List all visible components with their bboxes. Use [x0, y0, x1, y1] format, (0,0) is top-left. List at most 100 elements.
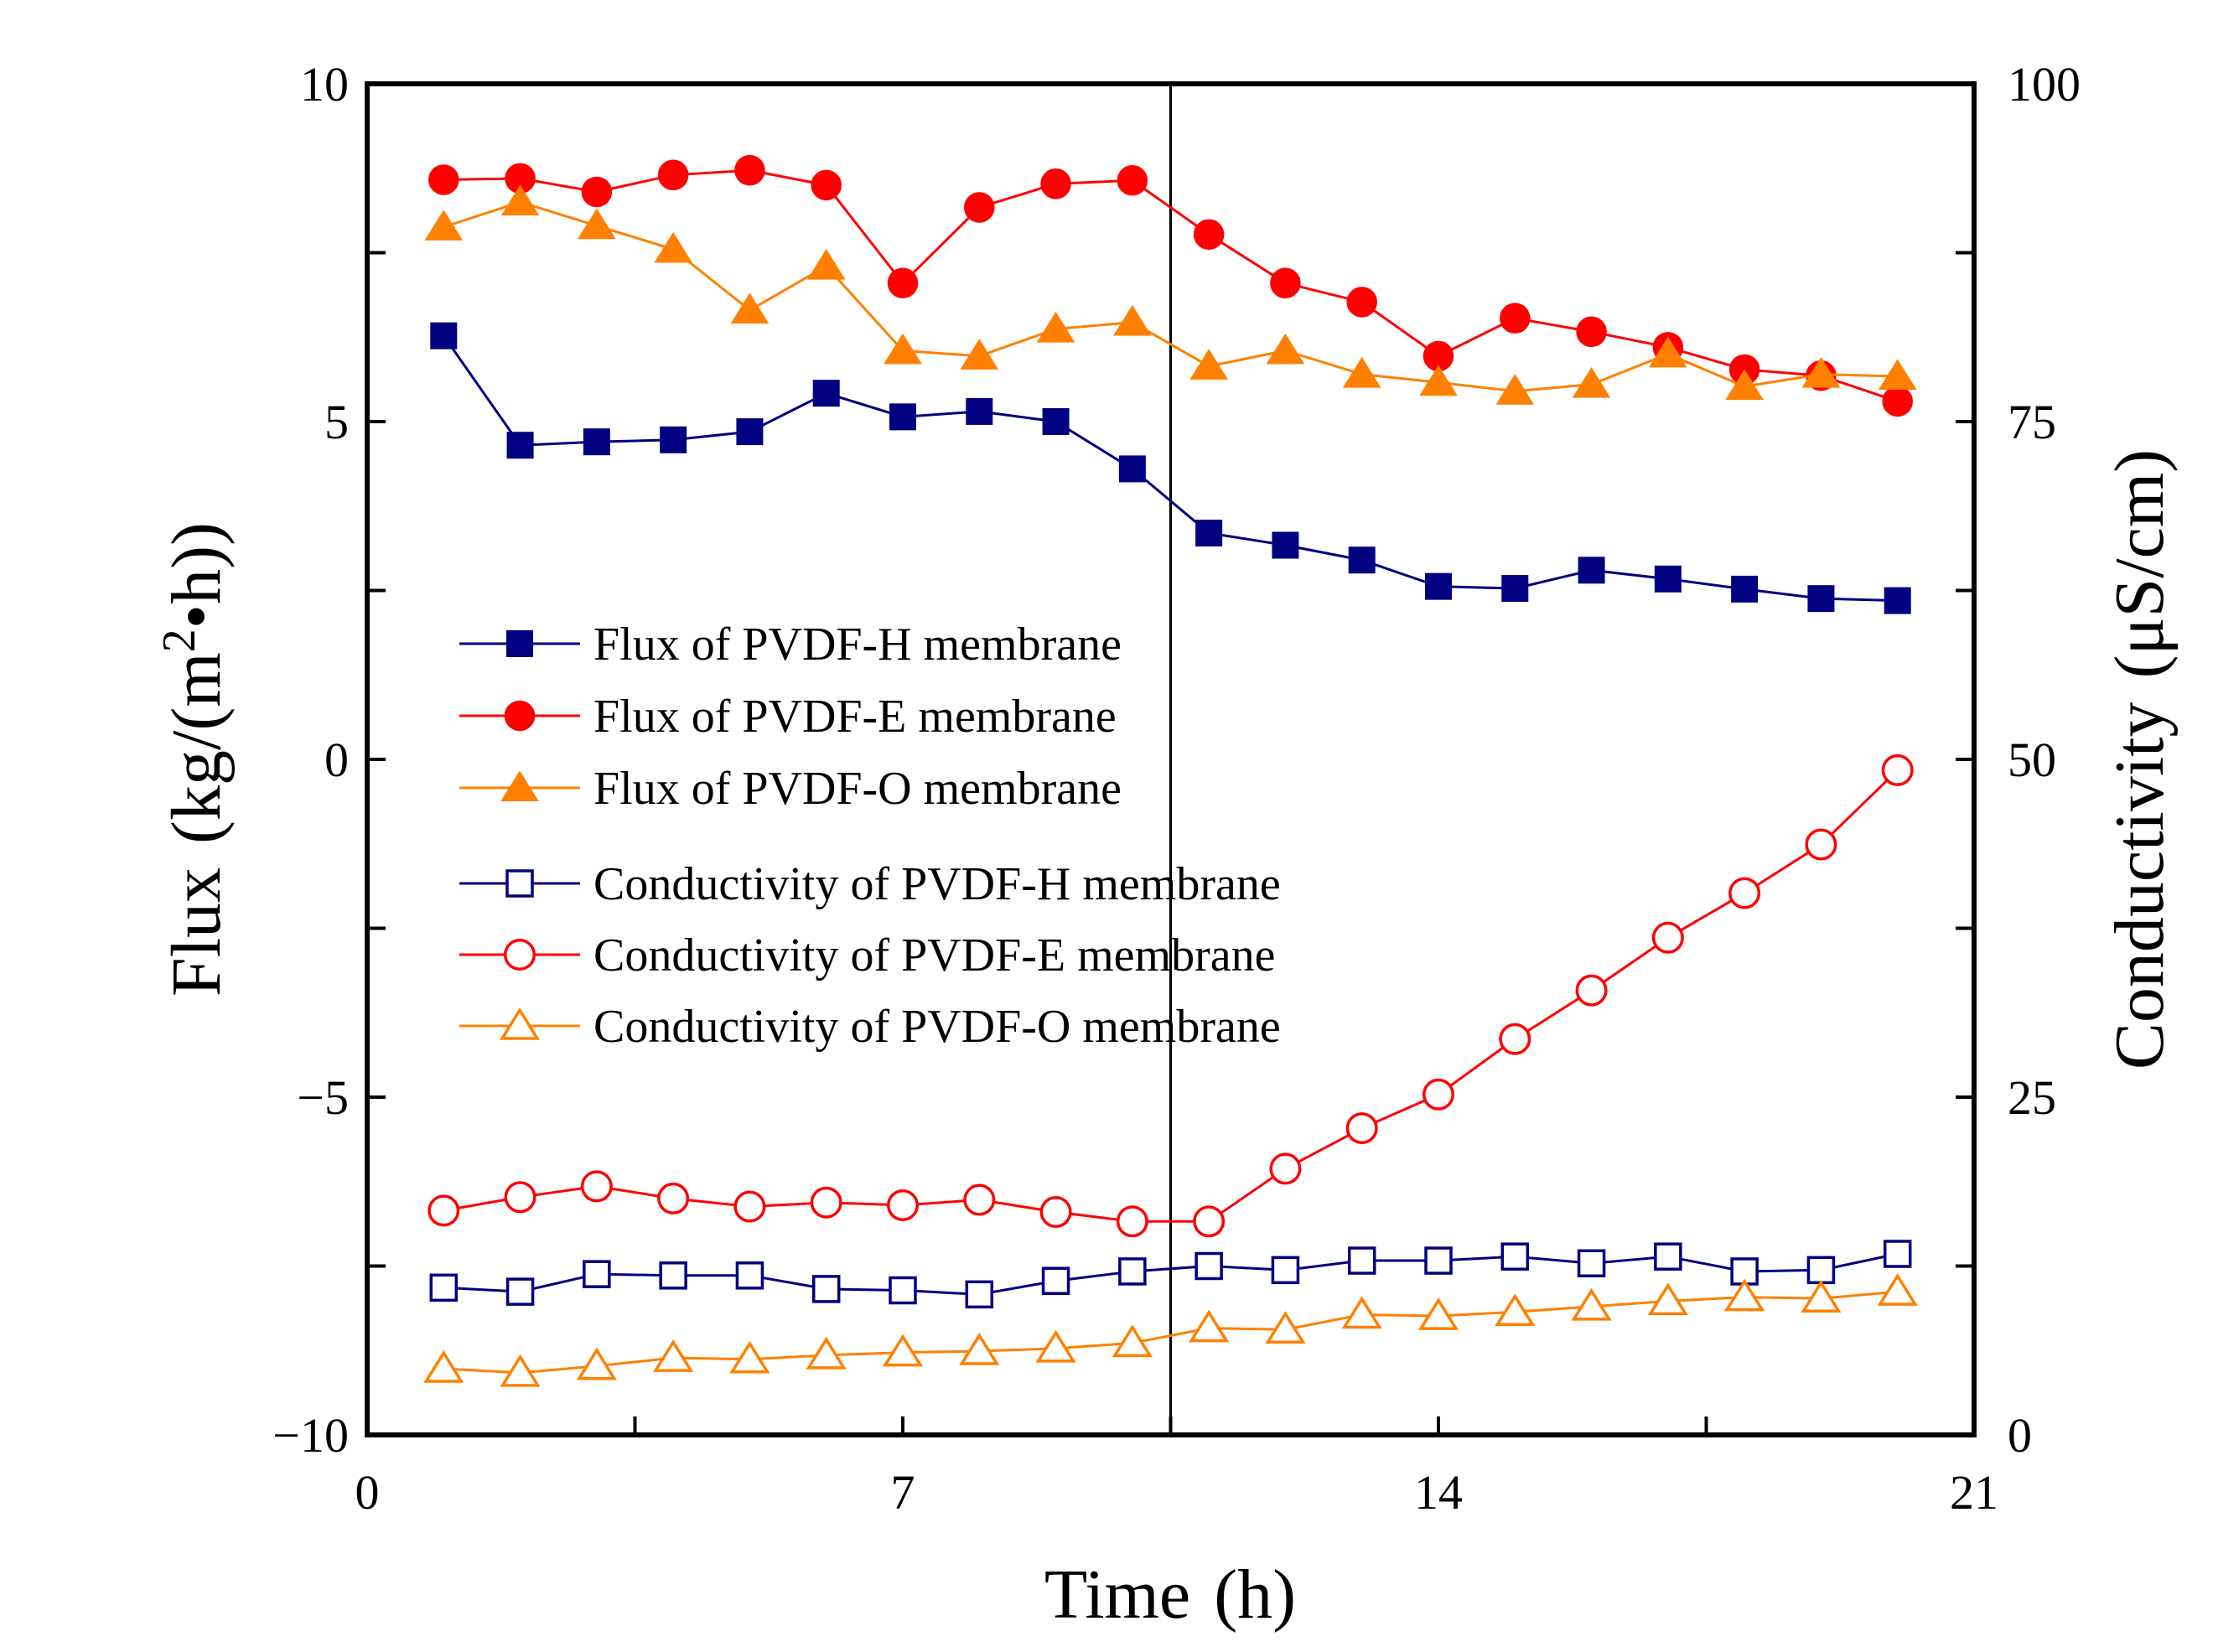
data-point [1728, 877, 1761, 909]
data-point [1647, 1282, 1689, 1316]
right-tick-label: 100 [2008, 57, 2081, 111]
data-point [578, 208, 616, 240]
data-point [889, 403, 916, 431]
data-point [884, 333, 922, 365]
legend-label: Flux of PVDF-H membrane [593, 619, 1122, 671]
left-axis-title-unit-suffix: •h)) [158, 522, 236, 629]
left-tick-label: 5 [324, 395, 349, 449]
left-tick-label: 0 [324, 733, 349, 787]
data-point [1118, 1257, 1147, 1286]
data-point [812, 380, 840, 407]
data-point [1878, 359, 1917, 390]
data-point [963, 1183, 996, 1216]
legend-item: Flux of PVDF-E membrane [459, 691, 1117, 743]
legend-label: Conductivity of PVDF-O membrane [593, 1001, 1281, 1053]
data-point [887, 1189, 919, 1221]
data-point [1341, 1296, 1382, 1329]
right-axis-ticks: 0 25 50 75 100 [1956, 57, 2081, 1463]
data-point [1345, 1112, 1378, 1145]
legend-label: Conductivity of PVDF-H membrane [593, 858, 1281, 910]
data-point [654, 231, 692, 263]
data-point [1801, 356, 1841, 388]
data-point [959, 1332, 1000, 1365]
left-tick-label: −10 [272, 1408, 349, 1463]
data-point [1425, 572, 1452, 600]
series-conductivity-of-pvdf-o-membrane [423, 1273, 1918, 1387]
data-point [500, 1354, 541, 1387]
data-point [1651, 921, 1684, 954]
data-point [1117, 165, 1148, 196]
series-layer [423, 154, 1918, 1387]
series-line [443, 1290, 1898, 1375]
series-flux-of-pvdf-e-membrane [428, 154, 1913, 417]
bottom-tick-label: 0 [355, 1465, 380, 1520]
bottom-axis-ticks: 0 7 14 21 [355, 1416, 1998, 1520]
data-point [423, 1349, 464, 1383]
right-tick-label: 50 [2008, 733, 2056, 787]
data-point [500, 184, 540, 216]
data-point [576, 1347, 618, 1380]
left-axis-ticks: −10 −5 0 5 10 [272, 57, 386, 1463]
data-point [1188, 1309, 1230, 1343]
data-point [1041, 1266, 1070, 1295]
left-tick-label: 10 [300, 57, 349, 111]
data-point [1805, 828, 1837, 861]
data-point [1723, 1278, 1765, 1312]
data-point [1649, 336, 1687, 368]
left-axis-title-main: Flux [158, 867, 236, 997]
legend-swatch-marker [500, 770, 539, 801]
data-point [735, 1261, 764, 1290]
x-axis-title: Time (h) [1044, 1556, 1296, 1634]
legend-item: Conductivity of PVDF-E membrane [459, 930, 1275, 981]
data-point [1654, 565, 1682, 593]
data-point [1039, 1196, 1072, 1229]
data-point [1193, 1205, 1226, 1238]
data-point [887, 267, 919, 299]
data-point [652, 1339, 694, 1372]
data-point [1270, 267, 1301, 299]
data-point [811, 1275, 841, 1303]
data-point [505, 1277, 535, 1306]
data-point [1725, 369, 1764, 401]
data-point [811, 169, 842, 201]
data-point [1189, 349, 1228, 380]
data-point [428, 1194, 460, 1227]
series-flux-of-pvdf-o-membrane [424, 184, 1917, 405]
legend: Flux of PVDF-H membrane Flux of PVDF-E me… [459, 619, 1281, 1053]
left-axis-title-unit-sup: 2 [153, 629, 205, 652]
right-axis-title-main: Conductivity [2101, 702, 2179, 1069]
series-conductivity-of-pvdf-e-membrane [428, 753, 1914, 1238]
data-point [1265, 1311, 1306, 1344]
data-point [1195, 519, 1223, 546]
data-point [1419, 365, 1458, 396]
bottom-tick-label: 21 [1950, 1465, 1998, 1520]
data-point [966, 397, 993, 425]
right-tick-label: 75 [2008, 395, 2056, 449]
data-point [1577, 1249, 1606, 1278]
legend-swatch-marker [499, 1007, 541, 1040]
right-tick-label: 25 [2008, 1070, 2056, 1125]
data-point [1495, 1293, 1536, 1327]
data-point [1346, 287, 1377, 318]
data-point [583, 1260, 611, 1288]
data-point [657, 159, 689, 191]
series-flux-of-pvdf-h-membrane [430, 322, 1911, 614]
legend-item: Flux of PVDF-H membrane [459, 619, 1122, 671]
data-point [1578, 557, 1605, 584]
data-point [810, 1186, 842, 1219]
right-axis-title-unit: (μS/cm) [2101, 449, 2179, 679]
data-point [1417, 1297, 1459, 1330]
data-point [729, 1340, 770, 1374]
data-point [1806, 1256, 1836, 1285]
data-point [1271, 1256, 1300, 1285]
data-point [1501, 575, 1529, 603]
data-point [1042, 408, 1070, 435]
data-point [430, 322, 458, 350]
data-point [659, 1261, 687, 1290]
data-point [1193, 219, 1225, 250]
data-point [1423, 1078, 1454, 1111]
data-point [1576, 316, 1607, 348]
legend-label: Flux of PVDF-E membrane [593, 691, 1117, 743]
